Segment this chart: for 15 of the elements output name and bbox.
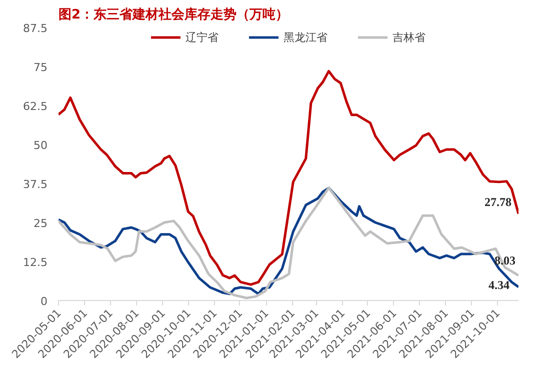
annotation: 27.78 [484,194,512,209]
chart-title: 图2：东三省建材社会库存走势（万吨） [58,6,289,22]
y-tick-label: 50 [34,139,48,152]
legend-label: 吉林省 [392,30,426,44]
y-tick-label: 37.5 [23,178,48,191]
y-tick-label: 0 [40,295,48,308]
annotation: 8.03 [494,253,516,268]
y-tick-label: 25 [34,217,48,230]
legend-label: 黑龙江省 [284,30,328,44]
y-tick-label: 87.5 [23,22,48,35]
annotation: 4.34 [488,278,510,292]
y-tick-label: 75 [34,61,48,74]
y-tick-label: 12.5 [23,256,48,269]
legend-label: 辽宁省 [186,30,218,44]
y-tick-label: 62.5 [23,100,48,113]
